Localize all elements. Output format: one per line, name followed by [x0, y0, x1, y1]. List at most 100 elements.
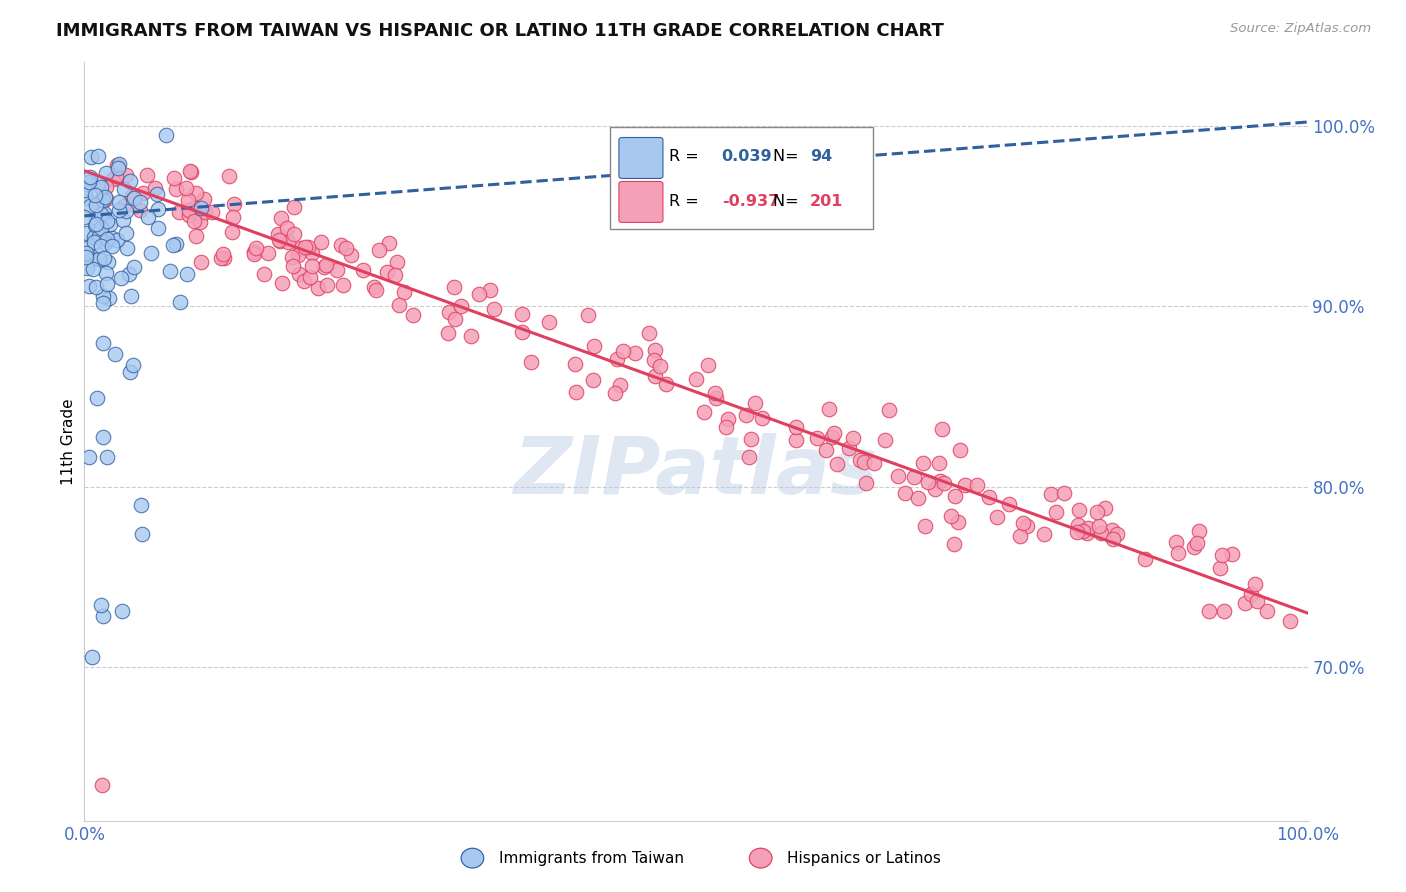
- Point: [114, 226, 136, 240]
- Point: [281, 250, 304, 264]
- Point: [520, 354, 543, 368]
- Point: [785, 420, 807, 434]
- Point: [131, 526, 153, 541]
- Point: [97, 291, 120, 305]
- Point: [1090, 526, 1112, 541]
- Point: [1243, 577, 1265, 591]
- Point: [744, 396, 766, 410]
- Point: [928, 475, 950, 489]
- Point: [444, 312, 467, 326]
- Point: [827, 457, 849, 471]
- Point: [76, 226, 98, 240]
- Point: [190, 255, 212, 269]
- Point: [443, 280, 465, 294]
- Point: [93, 251, 115, 265]
- Point: [101, 239, 124, 253]
- Point: [76, 241, 98, 255]
- Point: [377, 235, 399, 250]
- Point: [894, 485, 917, 500]
- Point: [309, 235, 332, 250]
- Point: [96, 180, 118, 194]
- Point: [183, 202, 205, 216]
- Point: [294, 240, 316, 254]
- Point: [704, 385, 727, 400]
- Point: [1164, 535, 1187, 549]
- Text: R =: R =: [669, 149, 704, 164]
- Point: [271, 277, 294, 291]
- Point: [84, 187, 107, 202]
- Point: [184, 228, 207, 243]
- Text: ZIPatlas: ZIPatlas: [513, 433, 879, 511]
- Point: [332, 277, 354, 292]
- Point: [821, 430, 844, 444]
- Point: [73, 210, 96, 224]
- Point: [105, 234, 128, 248]
- Point: [97, 254, 120, 268]
- Point: [314, 260, 336, 275]
- Point: [77, 450, 100, 464]
- Point: [87, 252, 110, 266]
- Point: [90, 598, 112, 612]
- Point: [267, 233, 290, 247]
- Point: [986, 509, 1008, 524]
- Point: [82, 262, 104, 277]
- Point: [605, 386, 627, 401]
- Point: [122, 191, 145, 205]
- Point: [136, 211, 159, 225]
- Point: [460, 329, 482, 343]
- Point: [146, 186, 169, 201]
- Point: [87, 176, 110, 190]
- Point: [283, 227, 305, 241]
- Point: [131, 186, 153, 201]
- Text: 201: 201: [810, 194, 844, 210]
- Point: [329, 238, 352, 252]
- Point: [114, 203, 136, 218]
- Point: [886, 469, 908, 483]
- Point: [696, 358, 718, 372]
- Point: [1067, 517, 1090, 532]
- Point: [1167, 545, 1189, 559]
- Point: [139, 245, 162, 260]
- Point: [785, 434, 807, 448]
- Point: [838, 441, 860, 455]
- Point: [654, 377, 676, 392]
- Point: [582, 339, 605, 353]
- Point: [1246, 594, 1268, 608]
- Point: [1102, 532, 1125, 546]
- Point: [118, 267, 141, 281]
- Point: [288, 267, 311, 281]
- Point: [77, 279, 100, 293]
- Point: [98, 217, 121, 231]
- Point: [253, 267, 276, 281]
- Point: [256, 245, 278, 260]
- Point: [979, 490, 1001, 504]
- Point: [644, 343, 666, 357]
- Point: [115, 168, 138, 182]
- Text: IMMIGRANTS FROM TAIWAN VS HISPANIC OR LATINO 11TH GRADE CORRELATION CHART: IMMIGRANTS FROM TAIWAN VS HISPANIC OR LA…: [56, 22, 943, 40]
- Point: [1039, 487, 1062, 501]
- Point: [84, 217, 107, 231]
- Point: [685, 372, 707, 386]
- Point: [934, 475, 956, 490]
- Point: [75, 191, 97, 205]
- Point: [450, 299, 472, 313]
- Point: [87, 196, 110, 211]
- Point: [86, 148, 108, 162]
- Point: [221, 226, 243, 240]
- Point: [437, 305, 460, 319]
- Point: [862, 456, 884, 470]
- Point: [966, 478, 988, 492]
- Point: [339, 248, 361, 262]
- Point: [644, 368, 666, 383]
- Point: [143, 181, 166, 195]
- Point: [740, 432, 762, 446]
- Point: [267, 227, 290, 241]
- Point: [96, 450, 118, 464]
- Point: [1067, 503, 1090, 517]
- Point: [75, 251, 97, 265]
- Point: [1101, 523, 1123, 537]
- Point: [1088, 519, 1111, 533]
- Point: [287, 248, 309, 262]
- Point: [163, 171, 186, 186]
- Point: [402, 308, 425, 322]
